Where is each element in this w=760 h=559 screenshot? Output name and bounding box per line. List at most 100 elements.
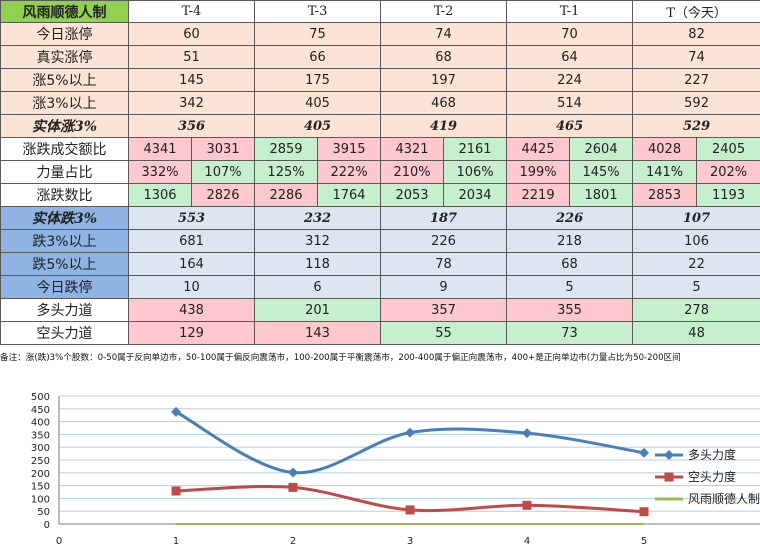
data-point <box>405 505 415 515</box>
cell: 218 <box>506 229 634 253</box>
row-label: 空头力道 <box>0 321 129 345</box>
table-row: 今日涨停 60 75 74 70 82 <box>0 22 760 46</box>
x-tick-label: 2 <box>290 536 296 547</box>
y-tick-label: 200 <box>31 469 50 480</box>
table-row: 跌5%以上 164 118 78 68 22 <box>0 252 760 276</box>
table-row: 实体跌3% 553 232 187 226 107 <box>0 206 760 230</box>
cell: 143 <box>254 321 382 345</box>
remark-note: 备注：涨(跌)3%个股数：0-50属于反向单边市，50-100属于偏反向震荡市，… <box>0 353 681 363</box>
cell: 357 <box>380 298 508 322</box>
data-point <box>288 467 298 478</box>
cell: 55 <box>380 321 508 345</box>
row-label: 实体跌3% <box>0 206 129 230</box>
cell: 187 <box>380 206 508 230</box>
row-label: 多头力道 <box>0 298 129 322</box>
cell: 226 <box>380 229 508 253</box>
cell: 5 <box>632 275 760 299</box>
cell: 68 <box>380 45 508 69</box>
cell: 60 <box>127 22 256 46</box>
data-table: 风雨顺德人制 T-4 T-3 T-2 T-1 T（今天） 今日涨停 60 75 … <box>0 0 760 345</box>
cell: 75 <box>254 22 382 46</box>
y-tick-label: 500 <box>31 392 50 403</box>
table-row: 涨跌数比 1306 2826 2286 1764 2053 2034 2219 … <box>0 183 760 207</box>
legend-label: 空头力度 <box>688 469 736 484</box>
cell: 10 <box>127 275 256 299</box>
cell: 227 <box>632 68 760 92</box>
cell: 106% <box>443 160 508 184</box>
table-row: 空头力道 129 143 55 73 48 <box>0 321 760 345</box>
cell: 4341 <box>128 137 192 161</box>
y-tick-label: 400 <box>31 418 50 429</box>
cell: 202% <box>696 160 760 184</box>
cell: 9 <box>380 275 508 299</box>
cell: 332% <box>128 160 192 184</box>
cell: 82 <box>632 22 760 46</box>
cell: 222% <box>317 160 382 184</box>
cell: 141% <box>632 160 698 184</box>
data-point <box>522 500 532 510</box>
cell: 5 <box>506 275 634 299</box>
cell: 2826 <box>190 183 256 207</box>
x-tick-label: 3 <box>407 536 413 547</box>
row-label: 实体涨3% <box>0 114 129 138</box>
cell: 356 <box>127 114 256 138</box>
column-header: T（今天） <box>632 0 760 23</box>
cell: 2219 <box>506 183 571 207</box>
table-row: 实体涨3% 356 405 419 465 529 <box>0 114 760 138</box>
cell: 355 <box>506 298 634 322</box>
cell: 125% <box>254 160 319 184</box>
x-tick-label: 4 <box>524 536 530 547</box>
cell: 529 <box>632 114 760 138</box>
data-point <box>639 507 649 517</box>
column-header: T-4 <box>127 0 256 23</box>
column-header: T-1 <box>506 0 634 23</box>
series-line <box>175 410 645 475</box>
cell: 74 <box>380 22 508 46</box>
data-point <box>405 427 415 438</box>
cell: 226 <box>506 206 634 230</box>
cell: 465 <box>506 114 634 138</box>
cell: 4425 <box>506 137 571 161</box>
legend-label: 风雨顺德人制 <box>688 491 760 506</box>
cell: 164 <box>127 252 256 276</box>
legend-marker <box>664 450 674 460</box>
cell: 1764 <box>317 183 382 207</box>
cell: 312 <box>254 229 382 253</box>
cell: 4028 <box>632 137 698 161</box>
cell: 2405 <box>696 137 760 161</box>
table-row: 今日跌停 10 6 9 5 5 <box>0 275 760 299</box>
y-tick-label: 250 <box>31 456 50 467</box>
y-tick-label: 300 <box>31 443 50 454</box>
row-label: 涨5%以上 <box>0 68 129 92</box>
cell: 199% <box>506 160 571 184</box>
cell: 68 <box>506 252 634 276</box>
cell: 74 <box>632 45 760 69</box>
row-label: 涨3%以上 <box>0 91 129 115</box>
cell: 592 <box>632 91 760 115</box>
cell: 3915 <box>317 137 382 161</box>
cell: 232 <box>254 206 382 230</box>
column-header: T-3 <box>254 0 382 23</box>
legend-label: 多头力度 <box>688 447 736 462</box>
cell: 129 <box>127 321 256 345</box>
y-tick-label: 0 <box>44 520 50 531</box>
table-row: 涨5%以上 145 175 197 224 227 <box>0 68 760 92</box>
cell: 405 <box>254 114 382 138</box>
table-title: 风雨顺德人制 <box>0 0 129 23</box>
cell: 2859 <box>254 137 319 161</box>
cell: 3031 <box>190 137 256 161</box>
y-tick-label: 50 <box>37 507 50 518</box>
cell: 107 <box>632 206 760 230</box>
cell: 224 <box>506 68 634 92</box>
cell: 4321 <box>380 137 445 161</box>
cell: 210% <box>380 160 445 184</box>
cell: 2161 <box>443 137 508 161</box>
data-point <box>522 428 532 439</box>
cell: 201 <box>254 298 382 322</box>
table-row: 多头力道 438 201 357 355 278 <box>0 298 760 322</box>
cell: 197 <box>380 68 508 92</box>
cell: 419 <box>380 114 508 138</box>
row-label: 力量占比 <box>0 160 129 184</box>
row-label: 今日涨停 <box>0 22 129 46</box>
